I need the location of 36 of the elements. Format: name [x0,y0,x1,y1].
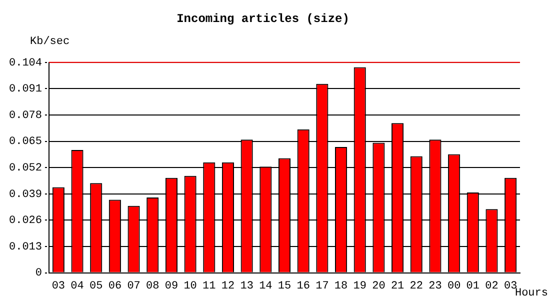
x-tick-label: 05 [90,280,103,292]
x-tick-label: 04 [70,280,84,292]
x-tick-label: 11 [202,280,216,292]
x-tick-label: 07 [127,280,140,292]
x-tick-label: 03 [52,280,66,292]
x-tick-label: 17 [316,280,329,292]
y-tick-label: 0.039 [8,188,42,201]
y-tick-label: 0.052 [8,162,42,175]
x-tick-label: 13 [240,280,254,292]
y-tick-label: 0.065 [8,136,42,148]
x-tick-label: 21 [390,280,405,292]
x-tick-label: 14 [259,280,273,292]
y-tick-label: 0.104 [8,57,42,70]
chart-title: Incoming articles (size) [176,12,350,26]
y-tick-label: 0.091 [8,84,42,96]
y-tick-label: 0.026 [8,215,42,228]
x-tick-label: 22 [410,280,423,292]
y-axis-title: Kb/sec [30,36,70,48]
x-tick-label: 18 [334,280,348,292]
y-tick-label: 0.013 [8,241,42,254]
x-tick-label: 10 [184,280,197,292]
x-tick-label: 12 [221,280,235,292]
x-tick-label: 01 [466,280,480,292]
x-tick-label: 08 [146,280,160,292]
x-tick-label: 02 [485,280,498,292]
x-tick-label: 20 [372,280,386,292]
x-tick-label: 09 [164,280,178,292]
x-tick-label: 16 [296,280,310,292]
x-tick-label: 23 [428,280,442,292]
y-tick-label: 0 [35,268,42,280]
x-tick-label: 15 [278,280,292,292]
y-tick-label: 0.078 [8,110,42,122]
x-axis-title: Hours [514,287,548,300]
x-tick-label: 06 [108,280,122,292]
x-tick-label: 19 [353,280,366,292]
x-tick-label: 00 [447,280,461,292]
